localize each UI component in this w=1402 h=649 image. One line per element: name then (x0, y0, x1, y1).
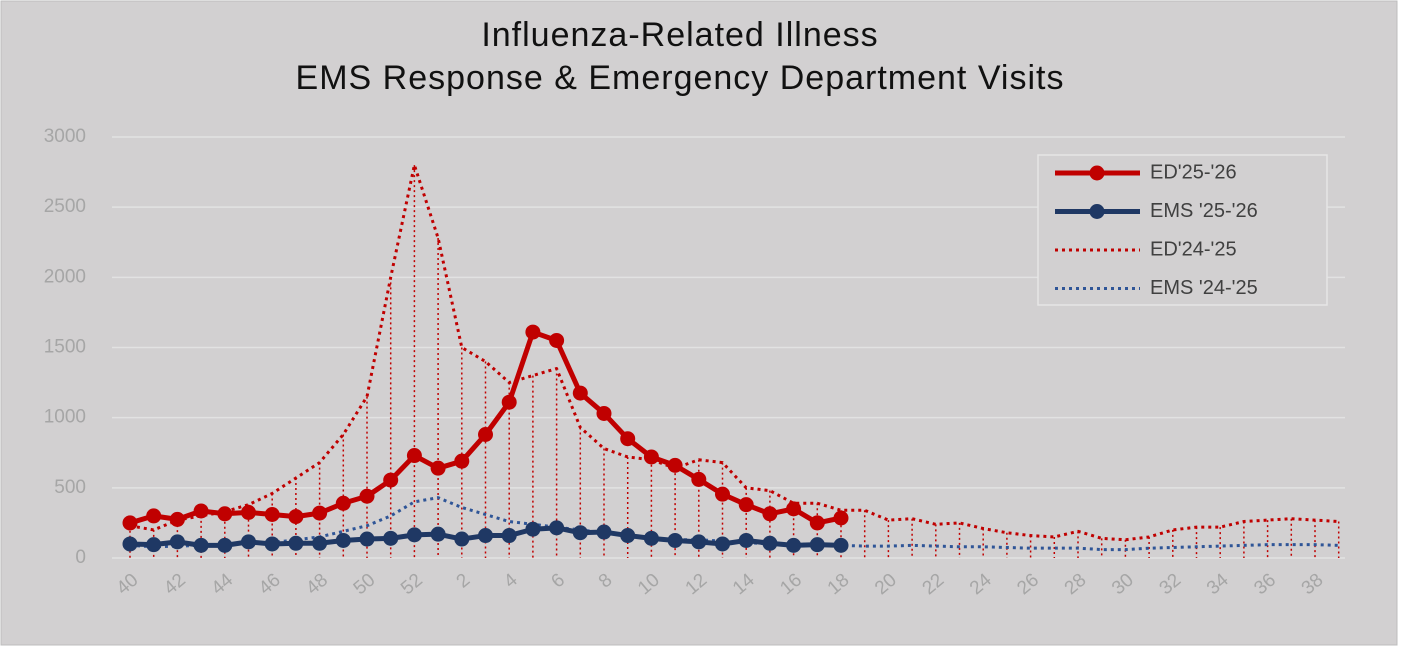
marker (691, 471, 707, 487)
marker (786, 501, 802, 517)
marker (738, 532, 754, 548)
marker (501, 394, 517, 410)
y-tick-label: 2000 (44, 266, 86, 287)
marker (549, 332, 565, 348)
marker (335, 495, 351, 511)
marker (786, 537, 802, 553)
marker (241, 504, 256, 520)
marker (596, 524, 612, 540)
marker (169, 511, 185, 527)
marker (406, 527, 422, 543)
legend-label: EMS '25-'26 (1150, 200, 1258, 222)
marker (288, 509, 304, 525)
marker (122, 515, 138, 531)
marker (454, 531, 470, 547)
marker (193, 503, 209, 519)
marker (454, 453, 470, 469)
marker (715, 536, 730, 552)
marker (264, 506, 280, 522)
marker (217, 537, 233, 553)
marker (478, 528, 493, 544)
marker (288, 535, 304, 551)
marker (264, 536, 280, 552)
marker (525, 324, 541, 340)
y-tick-label: 500 (54, 477, 86, 498)
legend-label: EMS '24-'25 (1150, 277, 1258, 299)
marker (501, 528, 517, 544)
marker (620, 431, 636, 447)
marker (643, 530, 659, 546)
marker (430, 460, 446, 476)
legend-box (1037, 154, 1328, 306)
chart-title: Influenza-Related Illness (481, 16, 878, 54)
marker (383, 530, 399, 546)
y-tick-label: 0 (75, 547, 86, 568)
marker (809, 537, 825, 553)
marker (217, 506, 233, 522)
marker (430, 526, 446, 542)
y-tick-label: 1000 (44, 407, 86, 428)
legend-marker (1089, 165, 1105, 181)
marker (809, 515, 825, 531)
marker (359, 531, 375, 547)
marker (146, 508, 162, 524)
marker (738, 497, 754, 513)
marker (312, 535, 328, 551)
y-tick-label: 2500 (44, 196, 86, 217)
marker (169, 534, 185, 550)
y-tick-label: 3000 (44, 126, 86, 147)
marker (691, 534, 707, 550)
marker (833, 510, 849, 526)
marker (122, 536, 138, 552)
marker (833, 537, 849, 553)
marker (549, 520, 565, 536)
legend-label: ED'24-'25 (1150, 238, 1237, 260)
y-tick-label: 1500 (44, 337, 86, 358)
marker (643, 449, 659, 465)
marker (383, 472, 399, 488)
marker (525, 521, 541, 537)
marker (762, 535, 778, 551)
marker (572, 525, 588, 541)
marker (312, 505, 328, 521)
marker (667, 457, 683, 473)
marker (715, 486, 730, 502)
legend-marker (1089, 204, 1105, 219)
legend-label: ED'25-'26 (1150, 161, 1237, 183)
marker (478, 427, 493, 443)
marker (335, 532, 351, 548)
marker (406, 448, 422, 464)
marker (359, 488, 375, 504)
marker (146, 537, 162, 553)
chart-title: EMS Response & Emergency Department Visi… (296, 59, 1065, 97)
marker (241, 534, 256, 550)
marker (762, 506, 778, 522)
marker (596, 405, 612, 421)
marker (572, 385, 588, 401)
marker (193, 537, 209, 553)
marker (620, 528, 636, 544)
marker (667, 532, 683, 548)
